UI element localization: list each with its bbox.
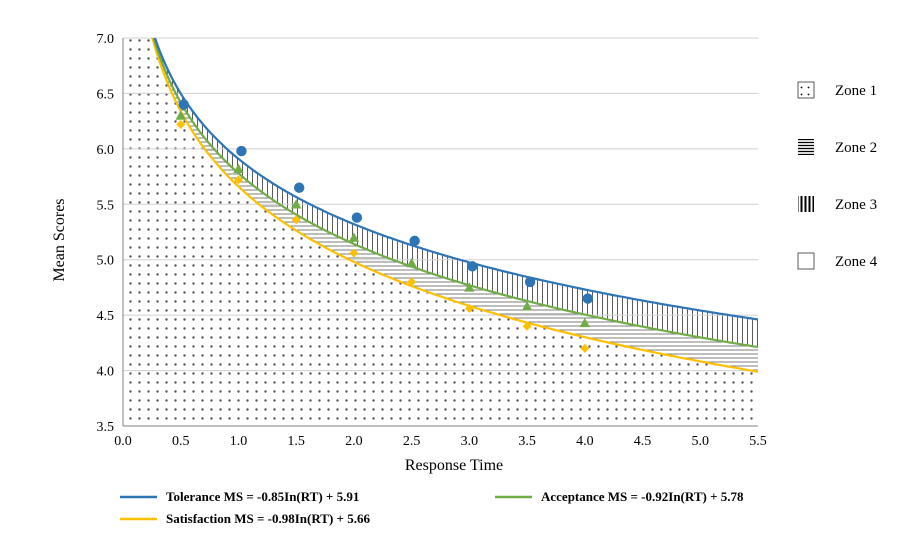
satisfaction-point	[349, 248, 359, 258]
satisfaction-point	[233, 175, 243, 185]
y-tick-label: 6.0	[97, 143, 115, 158]
tolerance-point	[409, 235, 420, 247]
x-tick-label: 4.0	[576, 434, 594, 449]
zone-1-area	[123, 38, 758, 426]
zone-4-swatch	[797, 252, 815, 270]
y-tick-label: 7.0	[97, 32, 115, 47]
satisfaction-point	[580, 343, 590, 353]
satisfaction-point	[291, 215, 301, 225]
satisfaction-point	[407, 277, 417, 287]
acceptance-point	[290, 199, 302, 209]
satisfaction-legend-item: Satisfaction MS = -0.98In(RT) + 5.66	[120, 511, 370, 526]
x-tick-label: 2.5	[403, 434, 421, 449]
fit-curves	[151, 38, 758, 373]
acceptance-point	[464, 282, 475, 292]
zone-legend-label: Zone 2	[835, 140, 877, 156]
data-points	[175, 99, 594, 353]
zone-2-swatch	[798, 139, 814, 155]
tolerance-point	[524, 276, 536, 288]
acceptance-point	[233, 163, 244, 173]
zone-2-area	[152, 38, 758, 372]
x-tick-label: 5.5	[749, 434, 767, 449]
tolerance-point	[236, 145, 247, 157]
x-axis-title: Response Time	[405, 457, 503, 474]
zone-legend-label: Zone 4	[835, 254, 878, 270]
acceptance-point	[175, 110, 186, 120]
gridlines	[123, 37, 758, 372]
zone-legend: Zone 1 Zone 2 Zone 3 Zone 4	[797, 81, 878, 270]
tolerance-fit-curve	[153, 38, 758, 321]
acceptance-legend-item: Acceptance MS = -0.92In(RT) + 5.78	[495, 489, 744, 504]
x-tick-label: 3.0	[461, 434, 479, 449]
x-tick-label: 4.5	[634, 434, 652, 449]
y-tick-label: 5.0	[97, 254, 115, 269]
satisfaction-point	[464, 303, 474, 313]
acceptance-point	[579, 317, 591, 328]
acceptance-point	[348, 232, 360, 242]
acceptance-point	[521, 301, 533, 311]
x-tick-label: 2.0	[345, 434, 363, 449]
tolerance-point	[582, 293, 594, 304]
tolerance-point	[351, 212, 363, 223]
x-tick-label: 5.0	[692, 434, 710, 449]
satisfaction-point	[522, 321, 532, 331]
acceptance-fit-curve	[152, 38, 758, 349]
zone-legend-item: Zone 3	[798, 196, 877, 213]
y-tick-label: 6.5	[97, 87, 115, 102]
satisfaction-point	[176, 119, 186, 129]
x-tick-label: 1.5	[287, 434, 305, 449]
y-axis-title: Mean Scores	[51, 198, 68, 281]
tolerance-legend-item: Tolerance MS = -0.85In(RT) + 5.91	[120, 489, 359, 504]
x-tick-label: 0.5	[172, 434, 190, 449]
tolerance-point	[293, 182, 305, 193]
zone-3-swatch	[798, 196, 814, 212]
tick-labels: 0.0 0.5 1.0 1.5 2.0 2.5 3.0 3.5 4.0 4.5 5.0 5.5 3.5 4…	[97, 32, 767, 449]
zone-legend-label: Zone 3	[835, 197, 877, 213]
zone-1-swatch	[797, 81, 815, 99]
acceptance-legend-label: Acceptance MS = -0.92In(RT) + 5.78	[541, 489, 744, 504]
y-tick-label: 5.5	[97, 198, 115, 213]
axes	[122, 38, 758, 427]
zone-legend-item: Zone 4	[797, 252, 878, 270]
zone-areas	[123, 38, 758, 426]
zone-legend-item: Zone 1	[797, 81, 877, 99]
series-legend: Tolerance MS = -0.85In(RT) + 5.91 Accepta…	[120, 489, 744, 526]
zone-legend-label: Zone 1	[835, 83, 877, 99]
acceptance-point	[406, 257, 417, 268]
x-tick-label: 0.0	[114, 434, 132, 449]
y-tick-label: 4.5	[97, 309, 115, 324]
tolerance-legend-label: Tolerance MS = -0.85In(RT) + 5.91	[166, 489, 359, 504]
tolerance-point	[178, 99, 189, 110]
zone-3-area	[153, 38, 758, 348]
y-tick-label: 4.0	[97, 365, 115, 380]
x-tick-label: 1.0	[230, 434, 248, 449]
satisfaction-legend-label: Satisfaction MS = -0.98In(RT) + 5.66	[166, 511, 370, 526]
satisfaction-fit-curve	[151, 38, 758, 373]
y-tick-label: 3.5	[97, 420, 115, 435]
zone-legend-item: Zone 2	[798, 139, 877, 156]
x-tick-label: 3.5	[518, 434, 536, 449]
tolerance-point	[467, 261, 478, 272]
